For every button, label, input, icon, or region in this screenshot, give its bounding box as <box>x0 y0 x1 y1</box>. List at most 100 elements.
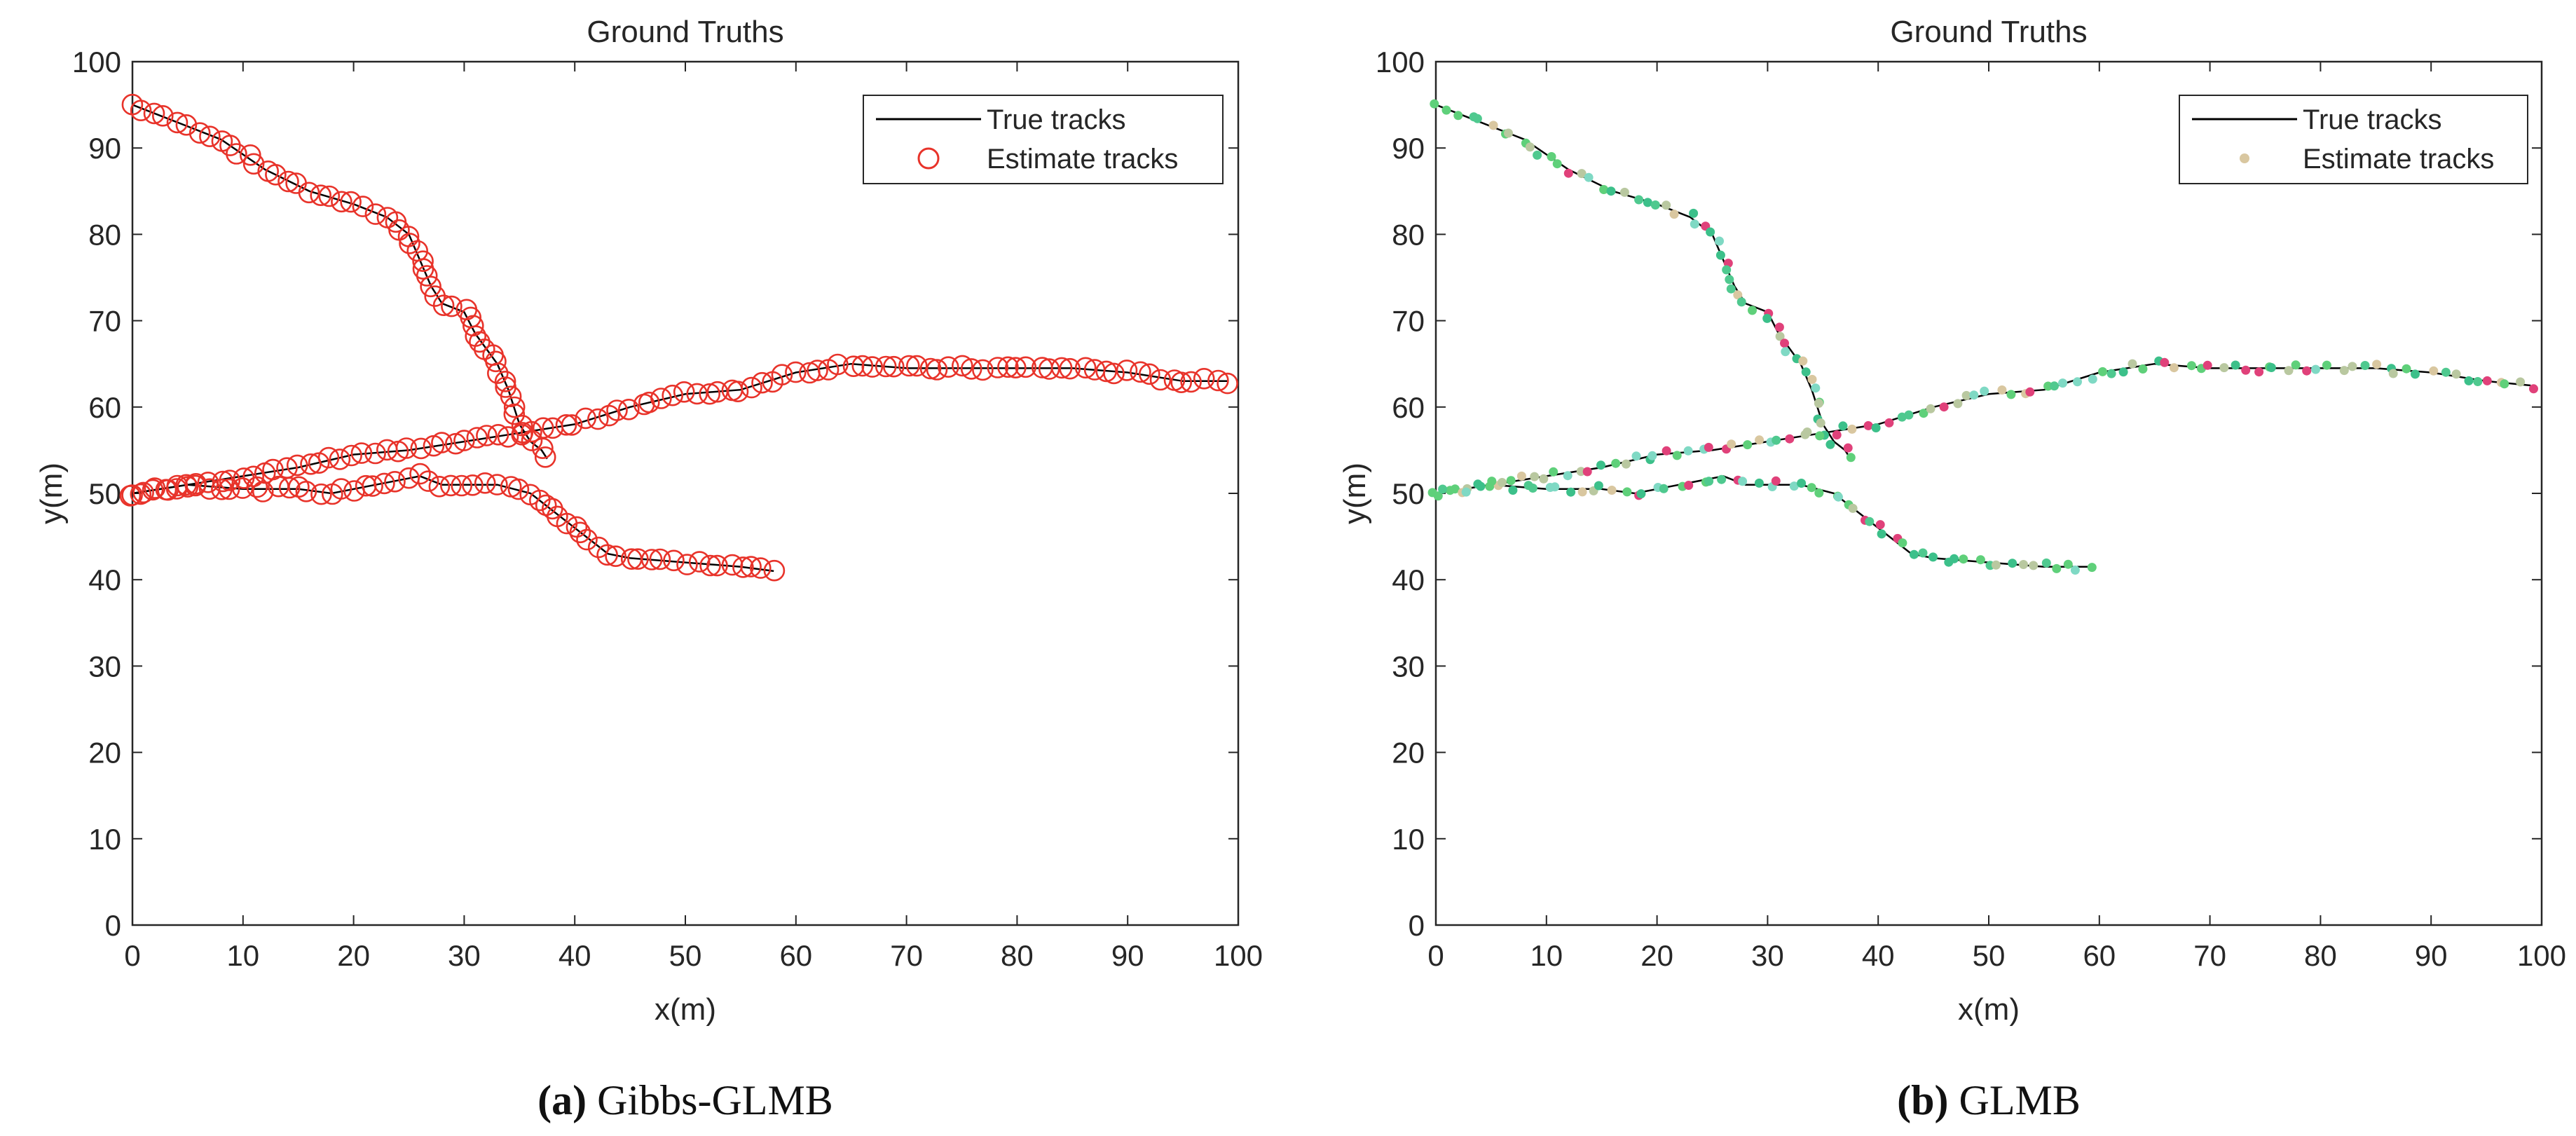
estimate-point-a <box>166 111 189 134</box>
estimate-point-a <box>851 355 874 377</box>
estimate-point-b <box>1877 529 1886 539</box>
estimate-point-b <box>2500 379 2509 389</box>
estimate-point-b <box>1636 489 1646 499</box>
estimate-point-b <box>1748 306 1757 315</box>
estimate-point-a <box>218 478 240 500</box>
estimate-point-b <box>1525 142 1535 152</box>
x-tick-label-a: 80 <box>1001 939 1034 972</box>
estimate-point-b <box>1683 446 1693 456</box>
estimate-point-a <box>428 475 451 498</box>
estimate-point-b <box>1775 331 1785 341</box>
chart-panel-a: Ground Truths 0 10 20 30 40 50 60 70 80 90 100 0 10… <box>34 15 1263 1123</box>
estimate-point-b <box>1547 152 1556 161</box>
estimate-point-a <box>997 356 1019 378</box>
y-tick-label-b: 10 <box>1392 823 1425 856</box>
estimate-point-b <box>2311 364 2320 374</box>
y-tick-label-b: 20 <box>1392 737 1425 769</box>
estimate-point-a <box>521 420 542 443</box>
estimate-point-b <box>1980 386 1989 396</box>
estimate-point-a <box>130 483 152 505</box>
estimate-point-b <box>2529 384 2538 394</box>
estimate-point-b <box>1533 150 1542 160</box>
y-tick-label-b: 40 <box>1392 563 1425 596</box>
estimate-point-a <box>417 470 439 492</box>
caption-a: (a) Gibbs-GLMB <box>537 1077 833 1123</box>
estimate-point-a <box>286 454 308 477</box>
estimate-point-b <box>1599 185 1609 194</box>
estimate-point-a <box>384 470 406 493</box>
estimate-point-a <box>143 102 165 125</box>
estimate-point-b <box>1607 486 1617 495</box>
estimate-point-b <box>2302 366 2312 376</box>
estimate-point-a <box>1116 360 1138 381</box>
estimate-point-b <box>1846 453 1856 463</box>
estimate-point-b <box>2070 566 2080 575</box>
estimate-point-b <box>2169 363 2179 373</box>
estimate-point-b <box>1738 477 1748 486</box>
estimate-point-b <box>1781 347 1790 357</box>
estimate-point-b <box>1584 172 1594 182</box>
estimate-point-b <box>1704 477 1714 486</box>
true-track-line-a-2 <box>132 362 1228 495</box>
estimate-point-a <box>1193 367 1215 390</box>
estimate-point-a <box>166 474 189 497</box>
estimate-tracks-a <box>119 93 1238 582</box>
estimate-point-a <box>663 549 685 572</box>
y-tick-label-b: 70 <box>1392 305 1425 338</box>
estimate-point-a <box>362 475 383 497</box>
estimate-point-a <box>329 449 351 470</box>
estimate-point-a <box>231 477 254 499</box>
estimate-point-a <box>278 170 299 193</box>
estimate-point-b <box>1450 484 1460 494</box>
estimate-point-b <box>1647 451 1657 460</box>
estimate-point-b <box>1727 439 1736 449</box>
estimate-point-a <box>497 426 519 448</box>
estimate-point-a <box>432 294 455 317</box>
estimate-point-b <box>2029 561 2039 570</box>
estimate-point-b <box>1733 290 1743 300</box>
estimate-point-b <box>1530 472 1540 481</box>
estimate-point-a <box>132 481 154 504</box>
estimate-point-a <box>883 355 905 378</box>
estimate-point-b <box>1772 435 1781 445</box>
estimate-point-a <box>1005 357 1027 379</box>
estimate-point-b <box>1975 555 1985 565</box>
estimate-point-a <box>987 357 1009 378</box>
estimate-point-b <box>1919 409 1928 418</box>
caption-b: (b) GLMB <box>1897 1077 2081 1123</box>
estimate-point-a <box>265 164 287 186</box>
x-tick-label-a: 70 <box>890 939 923 972</box>
estimate-point-b <box>2019 560 2028 569</box>
legend-b: True tracks Estimate tracks <box>2179 95 2528 184</box>
estimate-point-b <box>2063 559 2073 569</box>
estimate-point-b <box>1611 458 1621 468</box>
estimate-point-a <box>699 383 721 405</box>
estimate-point-b <box>1577 169 1587 179</box>
estimate-point-a <box>1130 361 1151 383</box>
estimate-point-a <box>763 559 786 582</box>
estimate-point-b <box>1594 481 1603 491</box>
estimate-point-b <box>1622 459 1631 469</box>
estimate-point-a <box>494 370 516 392</box>
estimate-point-b <box>2322 360 2331 370</box>
estimate-point-a <box>938 356 959 378</box>
estimate-point-b <box>2118 367 2128 377</box>
estimate-point-a <box>507 478 530 500</box>
estimate-point-a <box>239 144 261 166</box>
x-tick-label-b: 60 <box>2083 939 2116 972</box>
y-tick-label-b: 50 <box>1392 477 1425 510</box>
y-tick-label-a: 10 <box>88 823 121 856</box>
estimate-point-a <box>412 250 434 273</box>
estimate-point-b <box>1606 186 1616 196</box>
estimate-point-b <box>1689 208 1699 218</box>
estimate-point-a <box>785 361 807 383</box>
estimate-point-a <box>561 414 583 436</box>
estimate-point-a <box>926 359 948 381</box>
estimate-point-a <box>727 381 749 403</box>
x-ticks-a: 0 10 20 30 40 50 60 70 80 90 100 <box>124 62 1263 972</box>
x-tick-label-a: 30 <box>448 939 481 972</box>
estimate-point-b <box>1774 322 1784 332</box>
estimate-point-b <box>1807 483 1816 493</box>
estimate-point-b <box>1904 410 1914 420</box>
legend-box-a <box>863 95 1224 184</box>
